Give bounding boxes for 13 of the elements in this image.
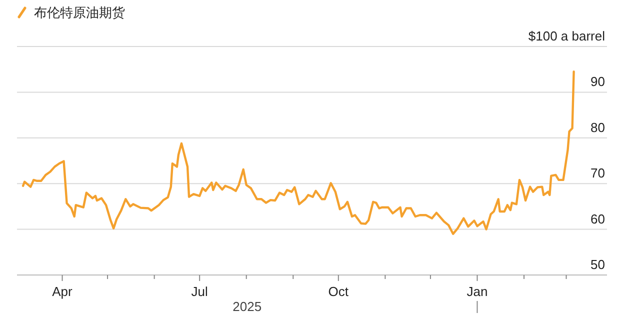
text: 2025 (232, 299, 262, 314)
y-tick-label: 90 (590, 74, 605, 90)
y-tick-label: 70 (590, 166, 605, 181)
x-tick-label: Oct (328, 284, 349, 299)
x-tick-label: Jan (466, 284, 488, 299)
y-tick-label: 60 (590, 211, 605, 226)
y-tick-label: 50 (590, 257, 605, 272)
y-tick-label: $100 a barrel (528, 28, 606, 44)
legend: 布伦特原油期货 (18, 5, 125, 20)
x-tick-label: Apr (52, 284, 74, 299)
y-tick-label: 80 (590, 120, 605, 135)
x-tick-label: Jul (191, 284, 208, 299)
legend-label: 布伦特原油期货 (34, 5, 125, 20)
